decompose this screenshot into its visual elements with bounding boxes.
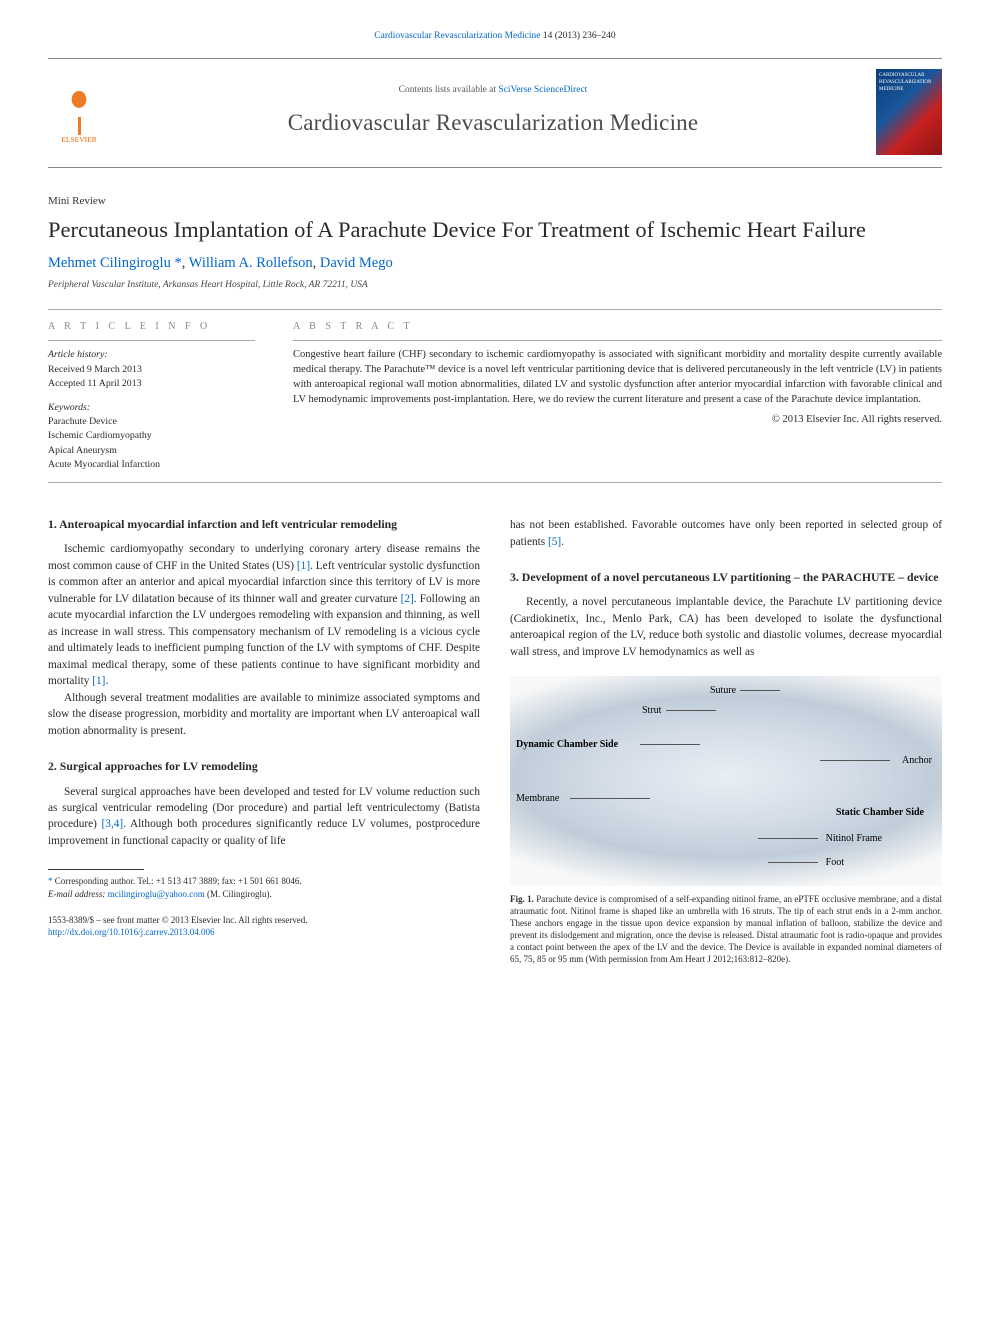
journal-cover-thumb: CARDIOVASCULAR REVASCULARIZATION MEDICIN… (876, 69, 942, 155)
footnote-rule (48, 869, 144, 870)
ref-5[interactable]: [5] (548, 536, 561, 548)
elsevier-logo: ELSEVIER (48, 78, 110, 146)
keyword-2: Ischemic Cardiomyopathy (48, 429, 255, 443)
abstract-copyright: © 2013 Elsevier Inc. All rights reserved… (293, 412, 942, 427)
abstract-header: A B S T R A C T (293, 320, 942, 342)
corresponding-star-link[interactable]: * (174, 255, 181, 271)
abstract-text: Congestive heart failure (CHF) secondary… (293, 348, 942, 408)
journal-citation-header: Cardiovascular Revascularization Medicin… (48, 30, 942, 44)
figure-1-caption: Fig. 1. Parachute device is compromised … (510, 894, 942, 965)
right-column: has not been established. Favorable outc… (510, 517, 942, 965)
history-label: Article history: (48, 348, 255, 362)
received-date: Received 9 March 2013 (48, 363, 255, 377)
journal-name: Cardiovascular Revascularization Medicin… (110, 106, 876, 139)
contents-line: Contents lists available at SciVerse Sci… (110, 84, 876, 98)
fig-label-anchor: Anchor (902, 754, 932, 769)
journal-citation-link[interactable]: Cardiovascular Revascularization Medicin… (374, 31, 540, 41)
corresponding-footnote: * Corresponding author. Tel.: +1 513 417… (48, 875, 480, 899)
section-1-p1: Ischemic cardiomyopathy secondary to und… (48, 541, 480, 689)
left-column: 1. Anteroapical myocardial infarction an… (48, 517, 480, 965)
header-center: Contents lists available at SciVerse Sci… (110, 84, 876, 139)
fig-label-suture: Suture (710, 684, 736, 699)
section-2-head: 2. Surgical approaches for LV remodeling (48, 759, 480, 774)
section-1-head: 1. Anteroapical myocardial infarction an… (48, 517, 480, 532)
author-1[interactable]: Mehmet Cilingiroglu (48, 255, 174, 271)
section-2-p1: Several surgical approaches have been de… (48, 784, 480, 850)
fig-label-foot: Foot (826, 856, 844, 871)
cover-title: CARDIOVASCULAR REVASCULARIZATION MEDICIN… (879, 72, 939, 94)
section-2-cont: has not been established. Favorable outc… (510, 517, 942, 550)
keywords-label: Keywords: (48, 401, 255, 415)
section-3-p1: Recently, a novel percutaneous implantab… (510, 594, 942, 660)
author-3[interactable]: David Mego (320, 255, 393, 271)
keyword-4: Acute Myocardial Infarction (48, 458, 255, 472)
ref-1[interactable]: [1] (297, 560, 310, 572)
article-info-row: A R T I C L E I N F O Article history: R… (48, 309, 942, 483)
history-dates: Received 9 March 2013 Accepted 11 April … (48, 363, 255, 391)
fig-label-static: Static Chamber Side (836, 806, 924, 821)
authors: Mehmet Cilingiroglu *, William A. Rollef… (48, 253, 942, 274)
keyword-1: Parachute Device (48, 415, 255, 429)
author-2[interactable]: William A. Rollefson (189, 255, 313, 271)
body-columns: 1. Anteroapical myocardial infarction an… (48, 517, 942, 965)
fig-label-strut: Strut (642, 704, 661, 719)
section-3-head: 3. Development of a novel percutaneous L… (510, 570, 942, 585)
front-matter: 1553-8389/$ – see front matter © 2013 El… (48, 914, 480, 938)
figure-1-image: Suture Strut Dynamic Chamber Side Anchor… (510, 676, 942, 886)
ref-2[interactable]: [2] (401, 593, 414, 605)
accepted-date: Accepted 11 April 2013 (48, 377, 255, 391)
front-matter-line: 1553-8389/$ – see front matter © 2013 El… (48, 914, 480, 926)
fig-label-membrane: Membrane (516, 792, 559, 807)
article-title: Percutaneous Implantation of A Parachute… (48, 216, 942, 243)
abstract-box: A B S T R A C T Congestive heart failure… (273, 310, 942, 482)
article-info: A R T I C L E I N F O Article history: R… (48, 310, 273, 482)
section-1-p2: Although several treatment modalities ar… (48, 690, 480, 739)
ref-3-4[interactable]: [3,4] (102, 818, 124, 830)
keyword-3: Apical Aneurysm (48, 444, 255, 458)
article-type: Mini Review (48, 194, 942, 210)
doi-link[interactable]: http://dx.doi.org/10.1016/j.carrev.2013.… (48, 927, 214, 937)
elsevier-label: ELSEVIER (61, 135, 96, 146)
elsevier-tree-icon (62, 91, 96, 135)
fig-label-dynamic: Dynamic Chamber Side (516, 738, 618, 753)
sciencedirect-link[interactable]: SciVerse ScienceDirect (498, 85, 587, 95)
affiliation: Peripheral Vascular Institute, Arkansas … (48, 279, 942, 293)
article-info-header: A R T I C L E I N F O (48, 320, 255, 342)
fig-label-nitinol: Nitinol Frame (826, 832, 882, 847)
corresponding-email[interactable]: mcilingiroglu@yahoo.com (108, 889, 205, 899)
journal-header-box: ELSEVIER Contents lists available at Sci… (48, 58, 942, 168)
ref-1b[interactable]: [1] (92, 675, 105, 687)
